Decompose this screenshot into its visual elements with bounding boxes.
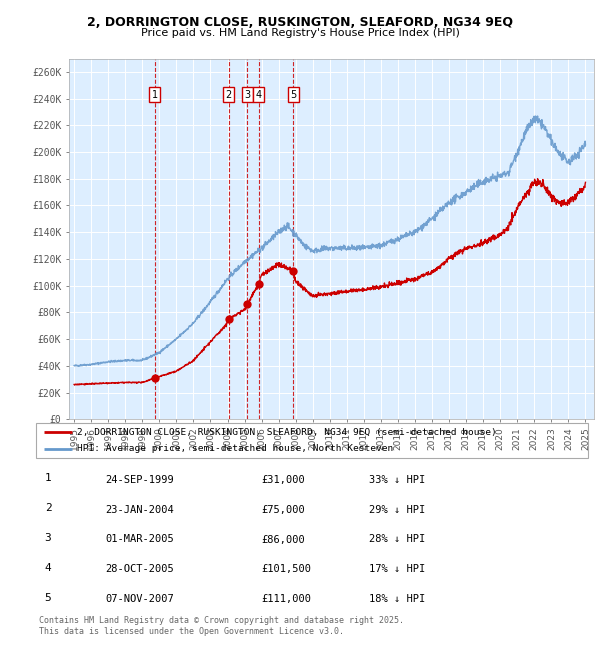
Text: £101,500: £101,500: [261, 564, 311, 575]
Text: This data is licensed under the Open Government Licence v3.0.: This data is licensed under the Open Gov…: [39, 627, 344, 636]
Text: 07-NOV-2007: 07-NOV-2007: [105, 594, 174, 604]
Text: 2, DORRINGTON CLOSE, RUSKINGTON, SLEAFORD, NG34 9EQ (semi-detached house): 2, DORRINGTON CLOSE, RUSKINGTON, SLEAFOR…: [77, 428, 497, 437]
Text: 29% ↓ HPI: 29% ↓ HPI: [369, 504, 425, 515]
Text: 5: 5: [44, 593, 52, 603]
Text: 18% ↓ HPI: 18% ↓ HPI: [369, 594, 425, 604]
Text: £111,000: £111,000: [261, 594, 311, 604]
Text: 2: 2: [44, 503, 52, 514]
Text: 1: 1: [44, 473, 52, 484]
Text: £86,000: £86,000: [261, 534, 305, 545]
Text: 3: 3: [244, 90, 251, 99]
Text: 5: 5: [290, 90, 296, 99]
Text: 4: 4: [44, 563, 52, 573]
Text: £31,000: £31,000: [261, 474, 305, 485]
Text: 3: 3: [44, 533, 52, 543]
Text: 24-SEP-1999: 24-SEP-1999: [105, 474, 174, 485]
Text: 4: 4: [256, 90, 262, 99]
Text: Contains HM Land Registry data © Crown copyright and database right 2025.: Contains HM Land Registry data © Crown c…: [39, 616, 404, 625]
Text: Price paid vs. HM Land Registry's House Price Index (HPI): Price paid vs. HM Land Registry's House …: [140, 28, 460, 38]
Text: 2: 2: [226, 90, 232, 99]
Text: 28% ↓ HPI: 28% ↓ HPI: [369, 534, 425, 545]
Text: 01-MAR-2005: 01-MAR-2005: [105, 534, 174, 545]
Text: 1: 1: [152, 90, 158, 99]
Text: HPI: Average price, semi-detached house, North Kesteven: HPI: Average price, semi-detached house,…: [77, 444, 394, 453]
Text: 28-OCT-2005: 28-OCT-2005: [105, 564, 174, 575]
Text: 2, DORRINGTON CLOSE, RUSKINGTON, SLEAFORD, NG34 9EQ: 2, DORRINGTON CLOSE, RUSKINGTON, SLEAFOR…: [87, 16, 513, 29]
Text: 23-JAN-2004: 23-JAN-2004: [105, 504, 174, 515]
Text: 17% ↓ HPI: 17% ↓ HPI: [369, 564, 425, 575]
Text: 33% ↓ HPI: 33% ↓ HPI: [369, 474, 425, 485]
Text: £75,000: £75,000: [261, 504, 305, 515]
